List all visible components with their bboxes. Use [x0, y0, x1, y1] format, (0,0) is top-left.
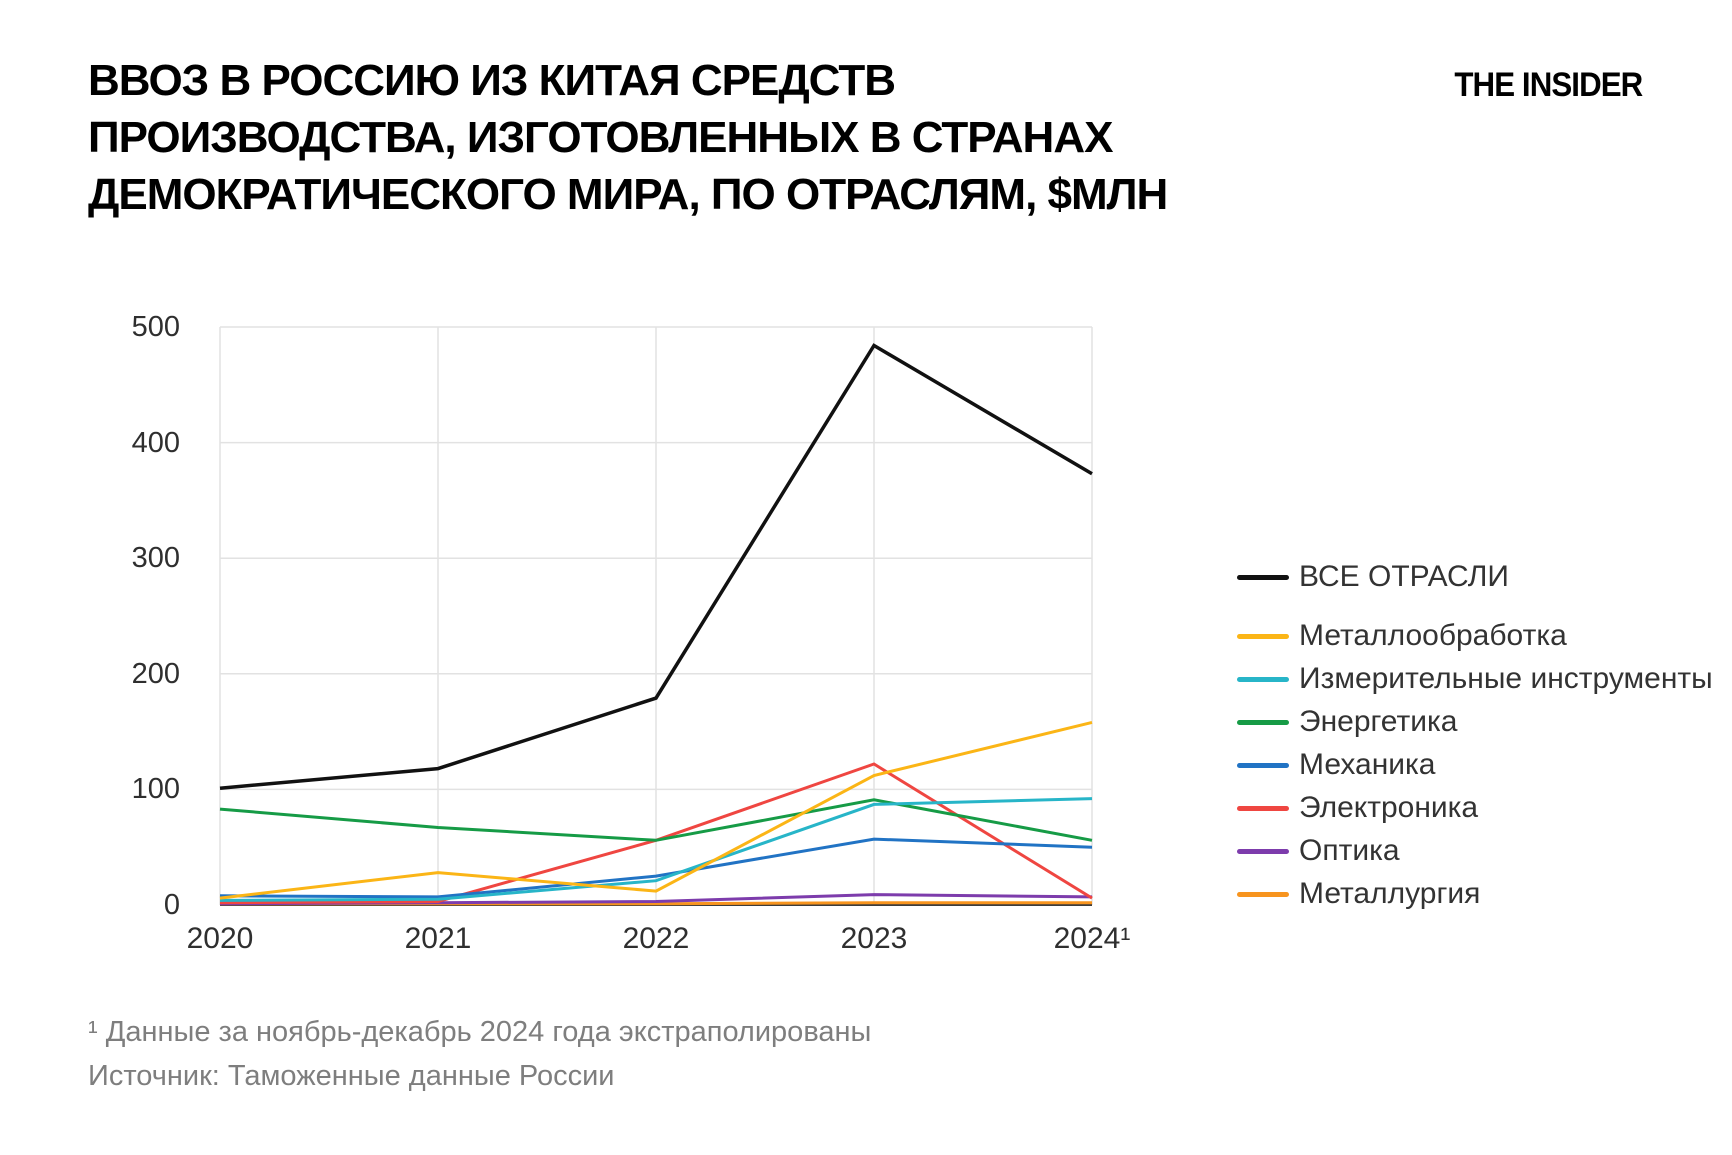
- legend-swatch: [1237, 633, 1289, 639]
- y-tick-label: 0: [163, 889, 180, 921]
- legend-label: Оптика: [1299, 834, 1400, 867]
- x-tick-label: 2024¹: [1053, 922, 1131, 955]
- legend-item: Электроника: [1237, 792, 1713, 824]
- footnotes: ¹ Данные за ноябрь-декабрь 2024 года экс…: [88, 1010, 871, 1098]
- x-tick-label: 2020: [186, 922, 254, 955]
- legend-item: Энергетика: [1237, 706, 1713, 738]
- brand-logo: THE INSIDER: [1453, 66, 1643, 104]
- legend-item: ВСЕ ОТРАСЛИ: [1237, 561, 1713, 593]
- footnote-extrapolated: ¹ Данные за ноябрь-декабрь 2024 года экс…: [88, 1016, 872, 1048]
- legend-label: Электроника: [1299, 791, 1479, 824]
- series-line-1: [219, 343, 1093, 790]
- y-tick-label: 500: [131, 311, 180, 343]
- legend-swatch: [1237, 762, 1289, 768]
- legend-item: Оптика: [1237, 835, 1713, 867]
- y-tick-label: 200: [131, 657, 180, 690]
- y-tick-label: 100: [131, 773, 180, 806]
- legend-label: Металлургия: [1299, 877, 1481, 910]
- legend: ВСЕ ОТРАСЛИ Металлообработка Измерительные…: [1237, 561, 1713, 921]
- legend-swatch: [1237, 676, 1289, 682]
- y-tick-label: 300: [131, 542, 180, 575]
- legend-label: ВСЕ ОТРАСЛИ: [1299, 560, 1509, 593]
- x-tick-label: 2022: [622, 922, 690, 955]
- x-tick-label: 2023: [840, 922, 908, 955]
- series-line-4: [219, 798, 1093, 842]
- x-tick-label: 2021: [404, 922, 472, 955]
- footnote-source: Источник: Таможенные данные России: [88, 1060, 615, 1092]
- series-line-2: [219, 720, 1093, 900]
- series-line-5: [219, 837, 1093, 899]
- legend-swatch: [1237, 891, 1289, 897]
- legend-item: Измерительные инструменты: [1237, 663, 1713, 695]
- legend-label: Механика: [1299, 748, 1436, 781]
- legend-item: Механика: [1237, 749, 1713, 781]
- legend-swatch: [1237, 848, 1289, 854]
- legend-swatch: [1237, 719, 1289, 725]
- legend-swatch: [1237, 574, 1289, 580]
- series-line-3: [219, 797, 1093, 902]
- legend-label: Измерительные инструменты: [1299, 662, 1713, 695]
- y-tick-label: 400: [131, 426, 180, 459]
- legend-item: Металлообработка: [1237, 620, 1713, 652]
- legend-swatch: [1237, 805, 1289, 811]
- legend-label: Энергетика: [1299, 705, 1458, 738]
- chart-title: ВВОЗ В РОССИЮ ИЗ КИТАЯ СРЕДСТВ ПРОИЗВОДС…: [88, 56, 1168, 219]
- legend-item: Металлургия: [1237, 878, 1713, 910]
- legend-label: Металлообработка: [1299, 619, 1567, 652]
